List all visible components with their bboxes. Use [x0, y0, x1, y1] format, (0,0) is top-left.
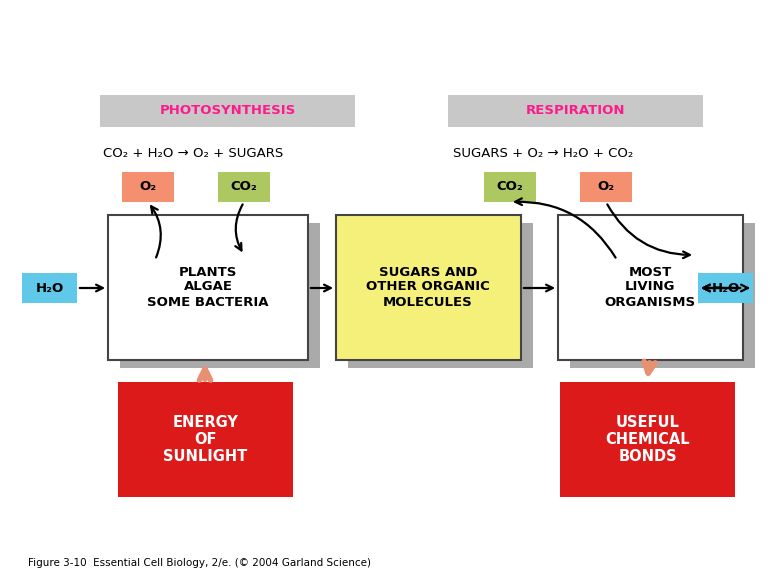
Bar [218, 172, 270, 202]
Text: O₂: O₂ [597, 180, 615, 194]
Bar [698, 273, 753, 303]
Bar [108, 215, 308, 360]
Text: CO₂: CO₂ [231, 180, 257, 194]
Text: H₂O: H₂O [35, 281, 64, 295]
Text: ENERGY
OF
SUNLIGHT: ENERGY OF SUNLIGHT [163, 415, 247, 465]
Bar [580, 172, 632, 202]
Text: O₂: O₂ [140, 180, 157, 194]
Text: SUGARS AND
OTHER ORGANIC
MOLECULES: SUGARS AND OTHER ORGANIC MOLECULES [366, 266, 490, 309]
Text: RESPIRATION: RESPIRATION [526, 104, 626, 118]
Bar [570, 223, 755, 368]
Bar [118, 382, 293, 497]
Bar [100, 95, 355, 127]
Bar [122, 172, 174, 202]
Bar [336, 215, 521, 360]
Text: H₂O: H₂O [711, 281, 739, 295]
Text: PLANTS
ALGAE
SOME BACTERIA: PLANTS ALGAE SOME BACTERIA [147, 266, 269, 309]
Text: CO₂ + H₂O → O₂ + SUGARS: CO₂ + H₂O → O₂ + SUGARS [103, 147, 283, 160]
Text: CO₂: CO₂ [497, 180, 523, 194]
Text: MOST
LIVING
ORGANISMS: MOST LIVING ORGANISMS [604, 266, 696, 309]
Bar [348, 223, 533, 368]
Bar [448, 95, 703, 127]
Bar [560, 382, 735, 497]
Bar [558, 215, 743, 360]
Text: SUGARS + O₂ → H₂O + CO₂: SUGARS + O₂ → H₂O + CO₂ [453, 147, 633, 160]
Text: PHOTOSYNTHESIS: PHOTOSYNTHESIS [159, 104, 296, 118]
Bar [22, 273, 77, 303]
Bar [484, 172, 536, 202]
Text: USEFUL
CHEMICAL
BONDS: USEFUL CHEMICAL BONDS [605, 415, 690, 465]
Text: Figure 3-10  Essential Cell Biology, 2/e. (© 2004 Garland Science): Figure 3-10 Essential Cell Biology, 2/e.… [28, 558, 371, 568]
Bar [120, 223, 320, 368]
